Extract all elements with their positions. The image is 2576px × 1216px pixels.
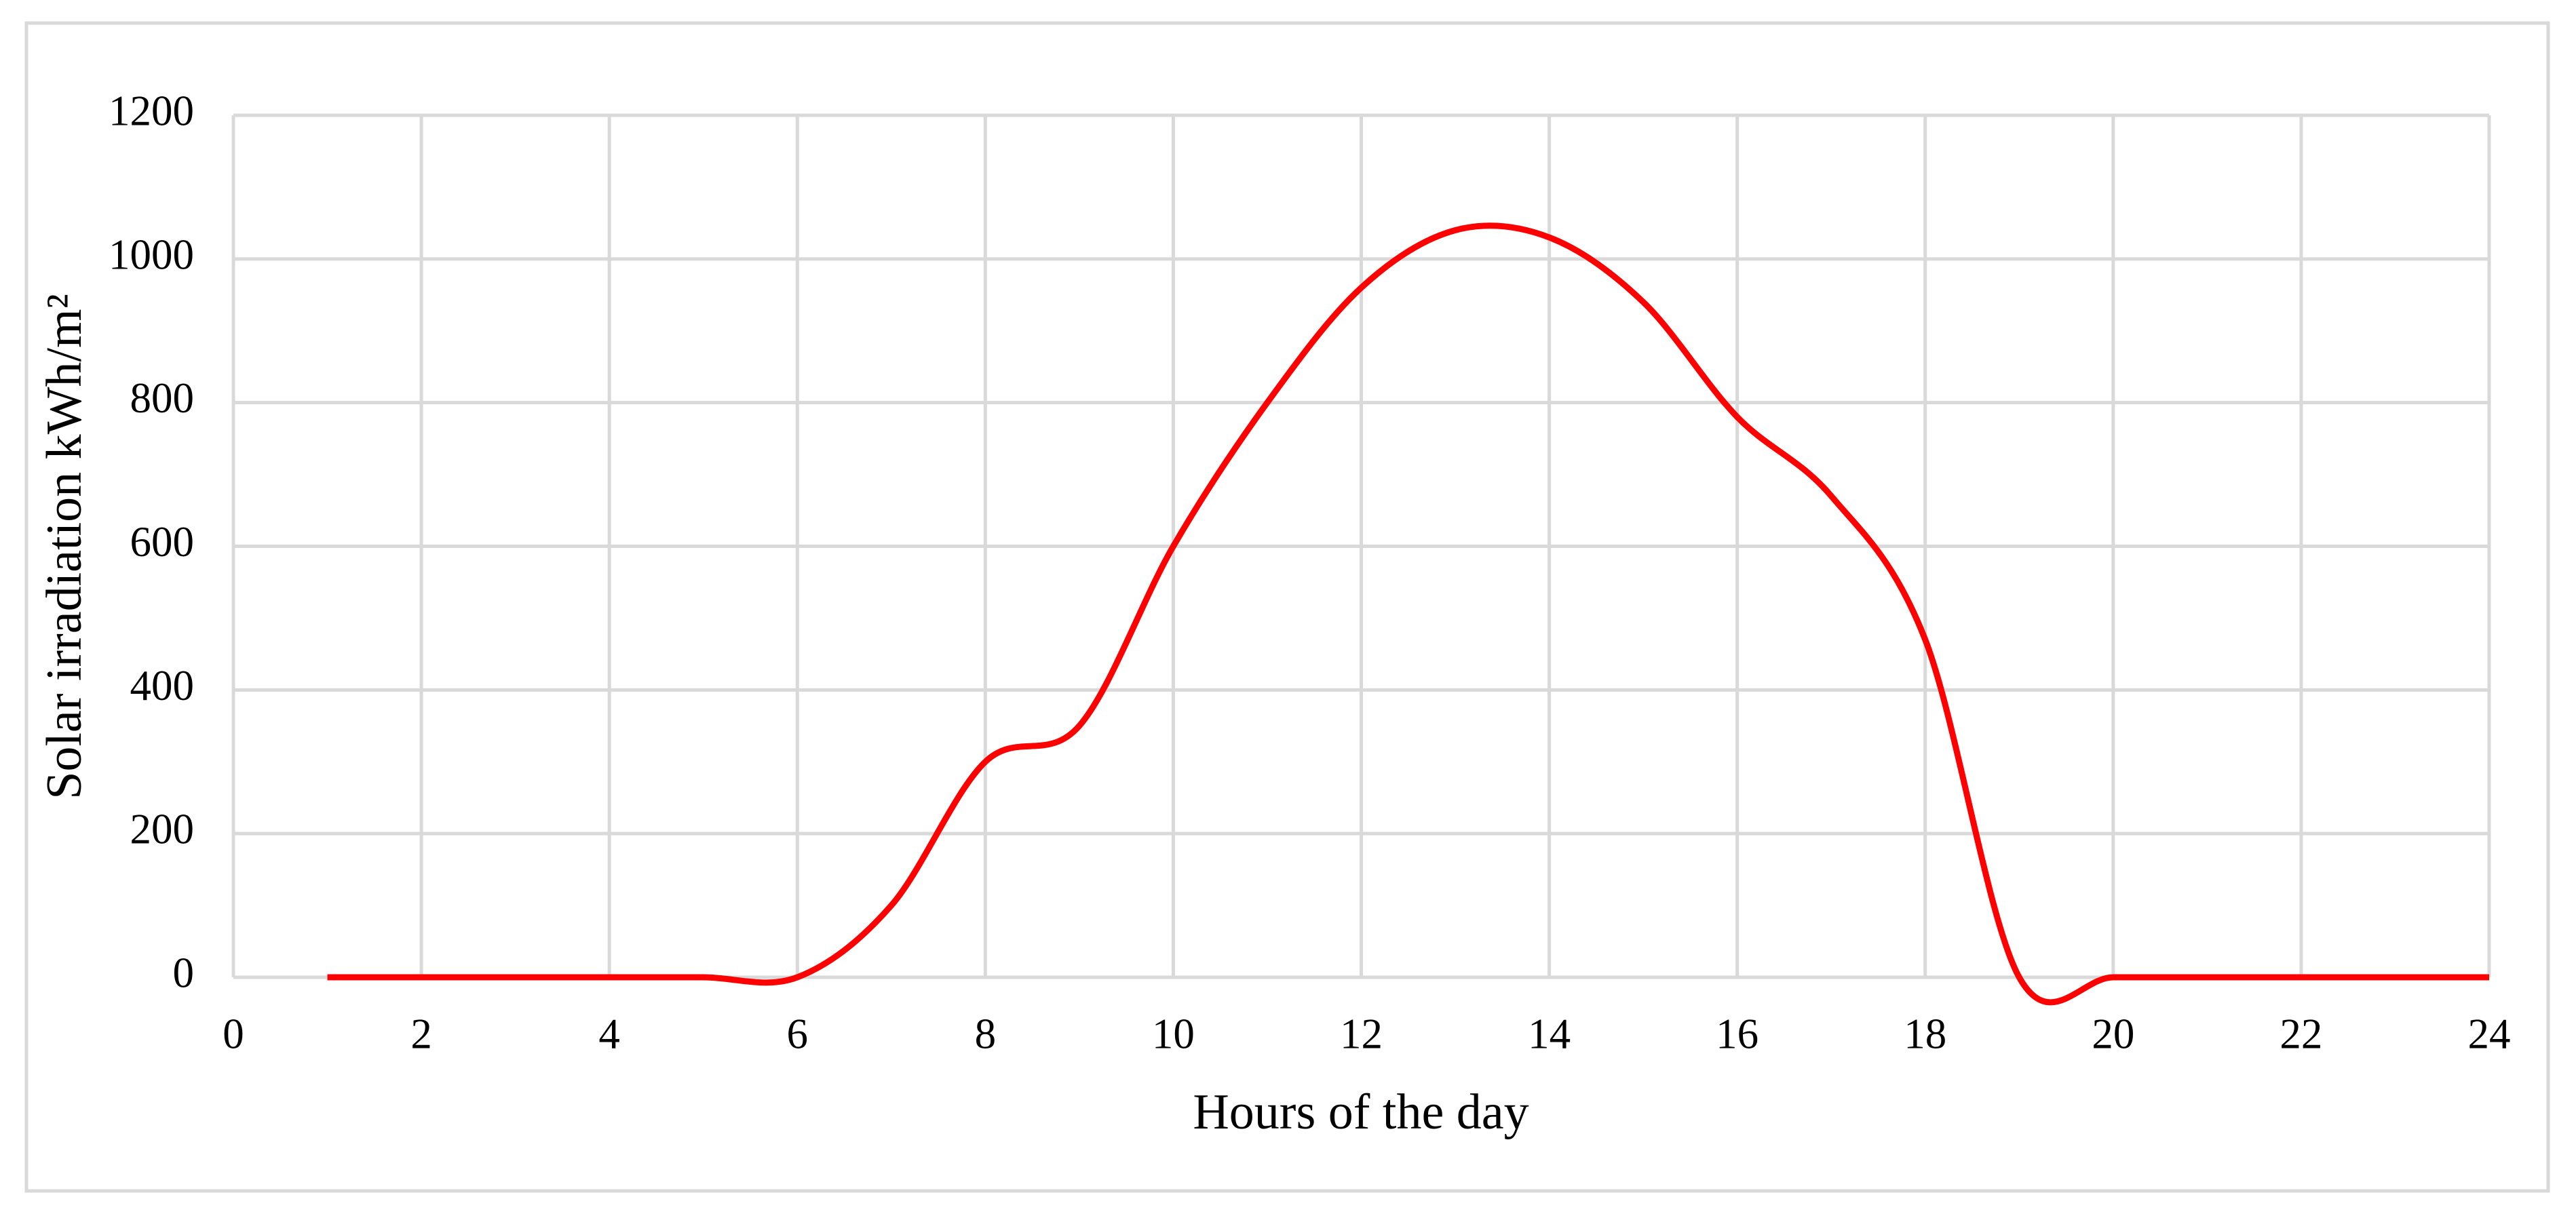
y-tick-label: 1200: [109, 87, 194, 134]
x-tick-label: 18: [1904, 1010, 1946, 1057]
y-tick-label: 800: [130, 374, 195, 422]
y-tick-label: 400: [130, 662, 195, 709]
x-tick-label: 14: [1528, 1010, 1571, 1057]
x-tick-label: 22: [2280, 1010, 2322, 1057]
x-tick-label: 20: [2092, 1010, 2134, 1057]
x-tick-label: 8: [975, 1010, 997, 1057]
y-tick-label: 600: [130, 518, 195, 566]
x-tick-label: 6: [787, 1010, 809, 1057]
x-tick-label: 0: [223, 1010, 244, 1057]
x-tick-label: 4: [598, 1010, 620, 1057]
y-tick-label: 200: [130, 806, 195, 853]
data-line: [327, 222, 2489, 1006]
y-axis-title: Solar irradiation kWh/m²: [37, 294, 92, 800]
x-tick-label: 16: [1716, 1010, 1758, 1057]
x-tick-label: 12: [1340, 1010, 1383, 1057]
x-axis-title: Hours of the day: [1193, 1084, 1529, 1140]
y-tick-label: 0: [173, 949, 195, 996]
x-tick-label: 24: [2468, 1010, 2511, 1057]
chart-frame: [24, 21, 2550, 1193]
x-tick-label: 2: [410, 1010, 432, 1057]
x-tick-label: 10: [1152, 1010, 1195, 1057]
y-tick-label: 1000: [109, 231, 194, 278]
